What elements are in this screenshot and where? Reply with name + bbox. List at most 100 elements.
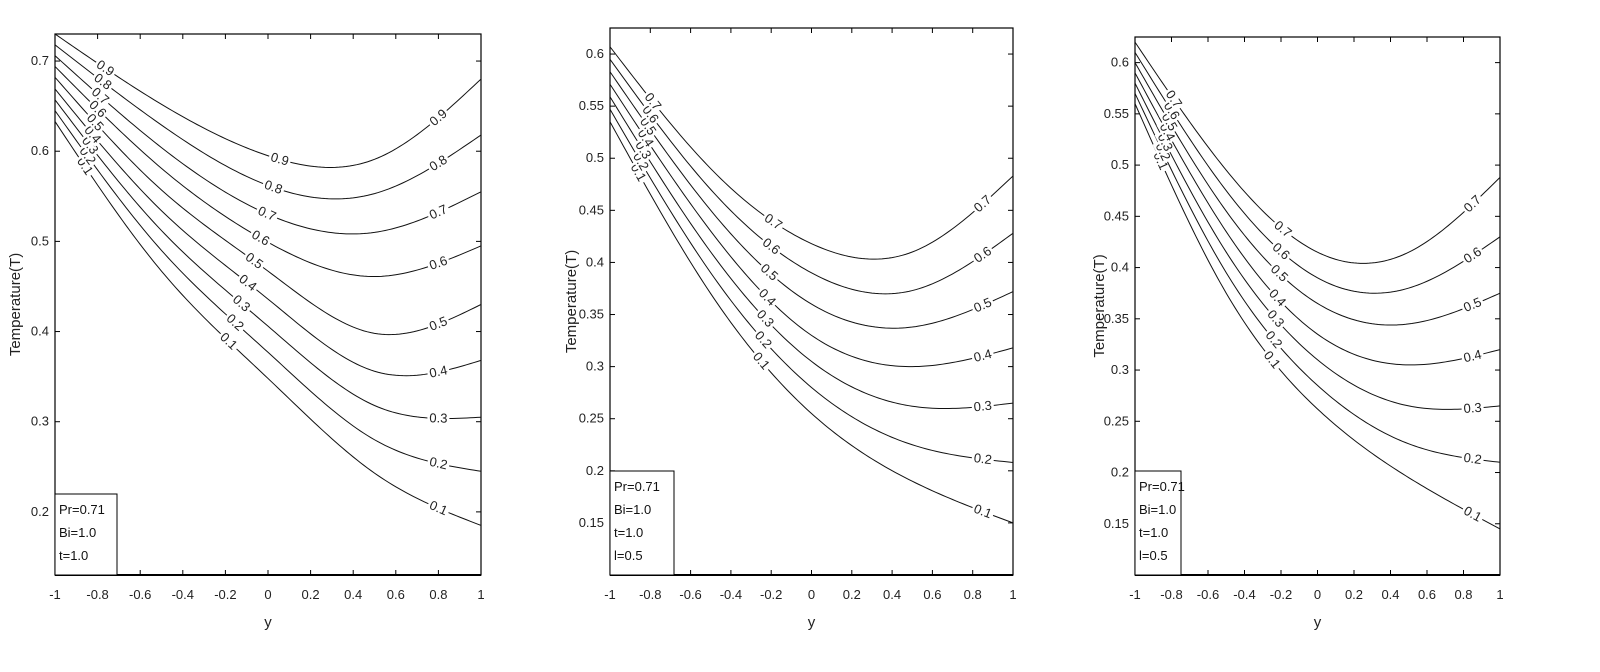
y-tick-label: 0.3 [1111,362,1129,377]
x-tick-label: 0 [264,587,271,602]
x-tick-label: -0.4 [172,587,194,602]
series-line-0.7 [610,46,1013,260]
legend-entry: t=1.0 [59,548,88,563]
x-tick-label: 1 [1009,587,1016,602]
contour-label: 0.3 [429,410,447,425]
contour-label-bg [1262,326,1287,353]
y-tick-label: 0.6 [1111,55,1129,70]
contour-label: 0.6 [427,253,449,273]
series-line-0.9 [55,34,481,168]
contour-label-bg [229,290,255,316]
contour-label-bg [1160,97,1185,124]
y-tick-label: 0.5 [1111,157,1129,172]
contour-label: 0.5 [427,313,449,334]
x-tick-label: 0.4 [344,587,362,602]
contour-label: 0.2 [973,450,993,467]
x-tick-label: -1 [604,587,616,602]
contour-label-bg [216,328,243,354]
contour-label: 0.4 [428,362,449,380]
y-axis-title: Temperature(T) [563,250,580,353]
contour-label: 0.9 [269,149,291,168]
contour-label-bg [424,104,451,130]
series-line-0.7 [1135,41,1500,264]
x-tick-label: -0.6 [129,587,151,602]
contour-label-bg [1265,284,1291,311]
contour-label-bg [267,148,293,169]
x-axis-title: y [808,614,816,631]
contour-label: 0.1 [1261,348,1284,371]
contour-label-bg [1459,242,1486,267]
contour-label-bg [749,347,775,374]
chart-panel-2: -1 -0.8 -0.6 -0.4 -0.2 0 0.2 0.4 0.6 0.8 1 0.15 0.2 0… [560,0,1040,672]
x-tick-label: 0.2 [302,587,320,602]
chart-panel-3: -1 -0.8 -0.6 -0.4 -0.2 0 0.2 0.4 0.6 0.8 1 0.15 0.2 0… [1090,0,1600,672]
contour-label: 0.3 [973,398,992,415]
chart-panel-1: -1 -0.8 -0.6 -0.4 -0.2 0 0.2 0.4 0.6 0.8 1 0.2 0.3 0.… [0,0,500,672]
x-tick-label: 0.6 [923,587,941,602]
contour-label-bg [426,361,451,381]
x-axis-title: y [264,614,272,631]
contour-label: 0.5 [243,249,266,272]
y-tick-label: 0.3 [586,359,604,374]
contour-label-bg [90,68,117,94]
contour-label-bg [248,225,275,249]
contour-label-bg [629,148,654,175]
series-line-0.4 [1135,72,1500,366]
contour-label: 0.7 [762,210,785,233]
x-tick-label: 1 [1496,587,1503,602]
contour-label-bg [85,95,112,122]
contour-label: 0.1 [427,497,450,518]
contour-label-bg [425,496,452,519]
legend-box [1134,470,1182,576]
contour-label-bg [1460,449,1485,467]
x-tick-label: -0.8 [86,587,108,602]
contour-label-bg [1263,305,1289,331]
contour-label-bg [425,312,451,334]
x-tick-label: -0.8 [639,587,661,602]
contour-label-bg [1460,346,1485,365]
x-tick-label: -1 [49,587,61,602]
series-line-0.4 [610,83,1013,368]
plot-frame [54,33,482,576]
y-tick-label: 0.25 [1104,413,1129,428]
contour-label-bg [425,251,451,273]
legend-entry: Bi=1.0 [59,525,96,540]
contour-label: 0.6 [971,243,994,266]
x-tick-label: 0.4 [1381,587,1399,602]
x-tick-label: -0.2 [214,587,236,602]
series-line-0.5 [610,71,1013,329]
y-tick-label: 0.35 [579,307,604,322]
contour-label-bg [627,159,651,186]
contour-label: 0.7 [256,203,279,224]
contour-label-bg [641,88,666,115]
x-tick-label: -0.6 [1197,587,1219,602]
y-tick-label: 0.4 [586,254,604,269]
x-tick-label: -0.8 [1160,587,1182,602]
contour-label-bg [83,108,109,135]
contour-label-bg [76,142,101,169]
y-tick-label: 0.4 [1111,260,1129,275]
y-tick-label: 0.2 [1111,465,1129,480]
contour-label-bg [1459,293,1486,315]
series-line-0.2 [1135,93,1500,463]
contour-label-bg [1267,260,1293,286]
series-line-0.1 [55,121,481,526]
x-tick-label: 0.6 [387,587,405,602]
contour-label: 0.8 [427,152,450,174]
contour-label-bg [78,131,103,158]
y-tick-label: 0.45 [1104,208,1129,223]
series-line-0.6 [1135,52,1500,294]
series-line-0.3 [1135,82,1500,410]
contour-label-bg [638,100,664,127]
y-tick-label: 0.15 [1104,516,1129,531]
series-line-0.5 [1135,62,1500,326]
y-tick-label: 0.35 [1104,311,1129,326]
contour-label-bg [1158,108,1182,135]
x-tick-label: 0 [808,587,815,602]
contour-label-bg [760,209,787,234]
contour-label: 0.7 [1271,217,1294,240]
contour-label: 0.5 [971,294,994,315]
x-tick-label: -1 [1129,587,1141,602]
legend-entry: Pr=0.71 [59,502,105,517]
series-line-0.1 [1135,103,1500,530]
